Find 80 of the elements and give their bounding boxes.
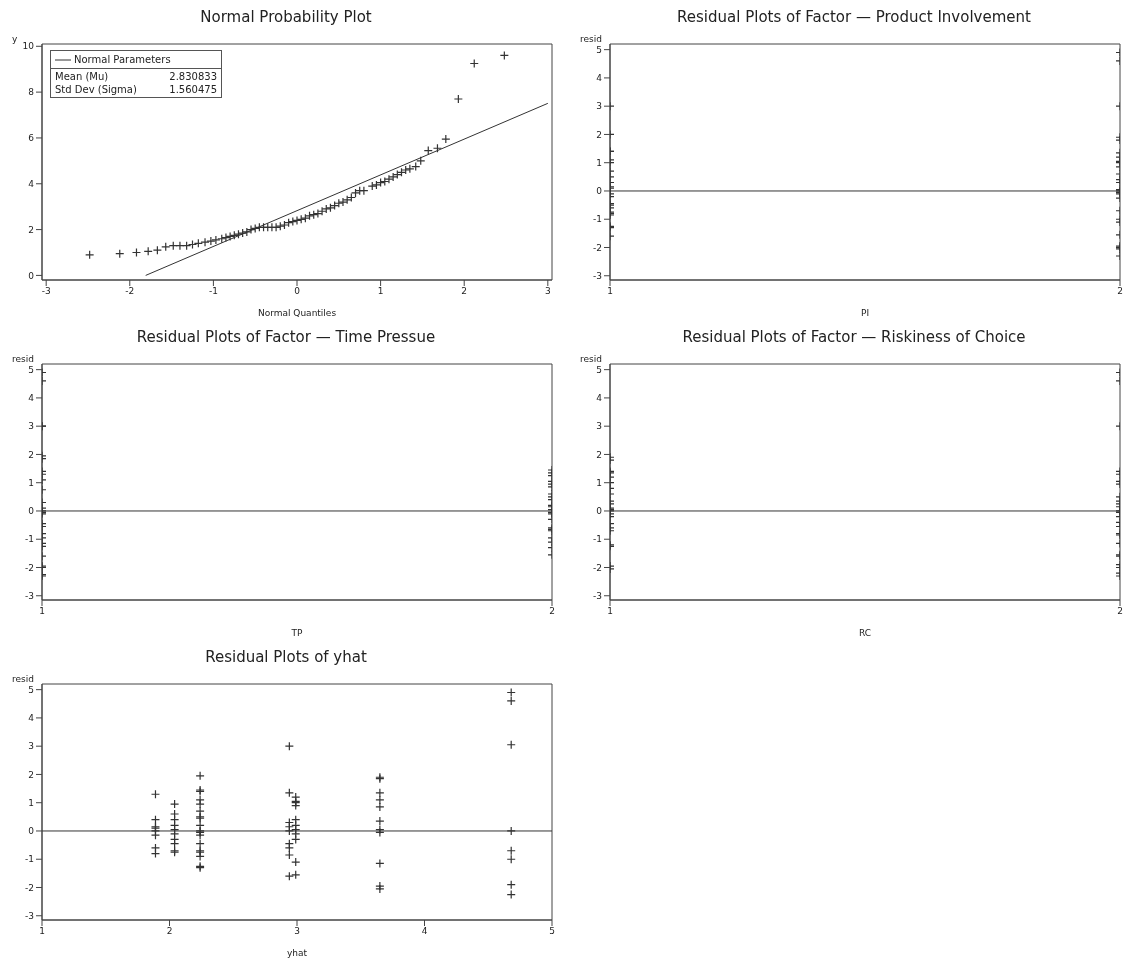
x-axis-title: RC <box>858 628 872 638</box>
x-tick-label: 5 <box>549 926 555 937</box>
x-tick-label: 2 <box>1117 606 1123 617</box>
x-tick-label: 2 <box>461 286 468 297</box>
y-tick-label: 5 <box>28 364 34 375</box>
x-tick-label: 0 <box>294 286 301 297</box>
y-tick-label: -2 <box>593 562 602 573</box>
y-tick-label: -1 <box>593 534 602 545</box>
y-tick-label: -1 <box>25 534 34 545</box>
x-tick-label: 1 <box>377 286 384 297</box>
x-axis-title: Normal Quantiles <box>257 308 337 318</box>
annotation: Mean (Mu) <box>55 71 110 82</box>
y-tick-label: 4 <box>28 393 35 404</box>
y-tick-label: 3 <box>28 421 34 432</box>
y-tick-label: 2 <box>596 449 602 460</box>
x-tick-label: 1 <box>607 286 613 297</box>
y-tick-label: 5 <box>596 364 602 375</box>
y-tick-label: 2 <box>28 769 34 780</box>
x-axis-title: yhat <box>286 948 308 958</box>
y-tick-label: 1 <box>596 157 602 168</box>
y-axis-title: resid <box>580 34 602 44</box>
y-tick-label: -3 <box>25 590 34 601</box>
y-tick-label: -3 <box>593 270 602 281</box>
y-tick-label: 0 <box>28 270 35 281</box>
chart-title: Residual Plots of Factor — Product Involvement <box>676 8 1032 28</box>
annotation: Std Dev (Sigma) <box>55 84 138 95</box>
x-tick-label: 2 <box>1117 286 1123 297</box>
x-axis-title: TP <box>290 628 304 638</box>
y-tick-label: 3 <box>28 741 34 752</box>
y-tick-label: 0 <box>28 826 35 837</box>
y-tick-label: 5 <box>596 44 602 55</box>
chart-title: Normal Probability Plot <box>199 8 373 28</box>
y-tick-label: 2 <box>28 449 34 460</box>
x-axis-title: PI <box>860 308 870 318</box>
y-tick-label: 4 <box>596 73 603 84</box>
y-tick-label: -3 <box>593 590 602 601</box>
y-tick-label: 10 <box>22 41 35 52</box>
y-tick-label: 5 <box>28 684 34 695</box>
y-tick-label: 1 <box>596 477 602 488</box>
x-tick-label: -1 <box>208 286 218 297</box>
chart-title: Residual Plots of Factor — Time Pressue <box>135 328 437 348</box>
x-tick-label: 2 <box>549 606 555 617</box>
y-axis-title: y <box>12 34 18 44</box>
x-tick-label: 4 <box>421 926 428 937</box>
y-tick-label: -2 <box>25 562 34 573</box>
chart-title: Residual Plots of Factor — Riskiness of Choice <box>681 328 1027 348</box>
y-tick-label: 4 <box>28 178 35 189</box>
x-tick-label: 1 <box>39 606 45 617</box>
x-tick-label: 2 <box>166 926 173 937</box>
x-tick-label: -3 <box>41 286 51 297</box>
y-tick-label: 0 <box>28 506 35 517</box>
y-tick-label: -2 <box>593 242 602 253</box>
y-tick-label: 6 <box>28 133 35 144</box>
x-tick-label: -2 <box>125 286 135 297</box>
y-tick-label: 0 <box>596 186 603 197</box>
y-tick-label: -1 <box>593 214 602 225</box>
x-tick-label: 3 <box>544 286 551 297</box>
y-tick-label: 3 <box>596 421 602 432</box>
legend-label: Normal Parameters <box>74 54 171 65</box>
annotation: 1.560475 <box>169 84 217 95</box>
y-tick-label: -2 <box>25 882 34 893</box>
y-axis-title: resid <box>580 354 602 364</box>
y-axis-title: resid <box>12 354 34 364</box>
y-tick-label: -3 <box>25 910 34 921</box>
y-tick-label: 3 <box>596 101 602 112</box>
x-tick-label: 3 <box>294 926 300 937</box>
chart-title: Residual Plots of yhat <box>204 648 368 668</box>
y-tick-label: 0 <box>596 506 603 517</box>
y-tick-label: 8 <box>28 87 35 98</box>
y-tick-label: 2 <box>28 224 34 235</box>
y-tick-label: -1 <box>25 854 34 865</box>
x-tick-label: 1 <box>39 926 45 937</box>
y-tick-label: 1 <box>28 477 34 488</box>
x-tick-label: 1 <box>607 606 613 617</box>
y-tick-label: 2 <box>596 129 602 140</box>
y-tick-label: 4 <box>28 713 35 724</box>
annotation: 2.830833 <box>169 71 217 82</box>
y-tick-label: 4 <box>596 393 603 404</box>
y-tick-label: 1 <box>28 797 34 808</box>
y-axis-title: resid <box>12 674 34 684</box>
